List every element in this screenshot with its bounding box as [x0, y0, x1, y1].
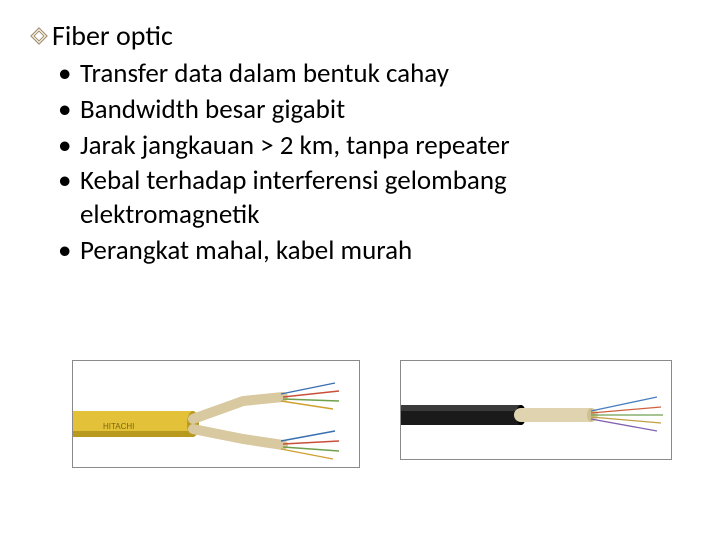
diamond-bullet-icon [30, 27, 48, 45]
heading-text: Fiber optic [52, 18, 173, 53]
fiber-image-black [400, 360, 672, 460]
list-item-text: Transfer data dalam bentuk cahay [80, 57, 449, 90]
list-item-text: Perangkat mahal, kabel murah [80, 234, 412, 267]
list-item: Transfer data dalam bentuk cahay [58, 57, 690, 91]
bullet-list: Transfer data dalam bentuk cahay Bandwid… [30, 57, 690, 268]
list-item-text: Bandwidth besar gigabit [80, 93, 345, 126]
slide-heading: Fiber optic [30, 18, 690, 53]
list-item: Jarak jangkauan > 2 km, tanpa repeater [58, 129, 690, 163]
fiber-image-yellow: HITACHI [72, 360, 360, 468]
svg-text:HITACHI: HITACHI [103, 422, 134, 431]
list-item-text: Jarak jangkauan > 2 km, tanpa repeater [80, 129, 510, 162]
image-row: HITACHI [72, 360, 680, 468]
list-item: Perangkat mahal, kabel murah [58, 234, 690, 268]
list-item-text: Kebal terhadap interferensi gelombang el… [80, 164, 507, 231]
list-item: Kebal terhadap interferensi gelombang el… [58, 164, 690, 232]
list-item: Bandwidth besar gigabit [58, 93, 690, 127]
